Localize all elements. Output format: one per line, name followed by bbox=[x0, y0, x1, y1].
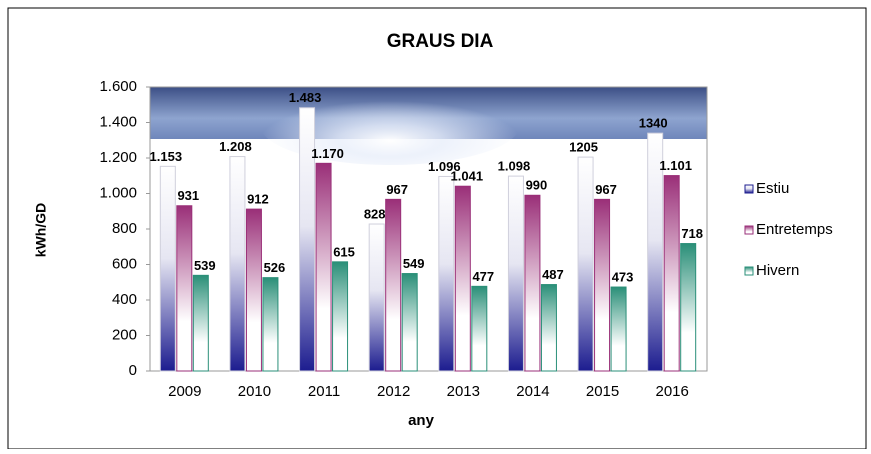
data-label: 1340 bbox=[639, 116, 668, 131]
y-tick-label: 0 bbox=[129, 362, 137, 379]
bar bbox=[386, 199, 401, 371]
bar bbox=[439, 176, 454, 371]
data-label: 931 bbox=[177, 188, 199, 203]
bar bbox=[455, 186, 470, 371]
x-tick-label: 2012 bbox=[377, 383, 410, 400]
x-tick-label: 2014 bbox=[516, 383, 549, 400]
data-label: 912 bbox=[247, 192, 269, 207]
x-tick-label: 2009 bbox=[168, 383, 201, 400]
legend-swatch bbox=[745, 267, 753, 275]
data-label: 967 bbox=[386, 182, 408, 197]
bar bbox=[160, 166, 175, 371]
bar bbox=[193, 275, 208, 371]
bar bbox=[177, 206, 192, 371]
data-label: 1.101 bbox=[659, 158, 692, 173]
data-label: 1.153 bbox=[150, 149, 183, 164]
bar bbox=[681, 244, 696, 371]
y-axis-label: kWh/GD bbox=[33, 203, 49, 257]
x-tick-label: 2016 bbox=[656, 383, 689, 400]
data-label: 1.483 bbox=[289, 90, 322, 105]
bar bbox=[316, 163, 331, 371]
data-label: 828 bbox=[364, 206, 386, 221]
legend-label: Entretemps bbox=[756, 221, 833, 238]
y-tick-label: 1.600 bbox=[99, 78, 137, 95]
data-label: 473 bbox=[612, 269, 634, 284]
bar bbox=[369, 224, 384, 371]
legend-label: Estiu bbox=[756, 180, 789, 197]
legend-label: Hivern bbox=[756, 262, 799, 279]
data-label: 990 bbox=[526, 178, 548, 193]
bar bbox=[578, 157, 593, 371]
data-label: 1.098 bbox=[498, 159, 531, 174]
bar bbox=[611, 287, 626, 371]
y-tick-label: 1.400 bbox=[99, 113, 137, 130]
x-tick-label: 2013 bbox=[447, 383, 480, 400]
y-tick-label: 800 bbox=[112, 220, 137, 237]
chart-title: GRAUS DIA bbox=[387, 31, 494, 52]
legend-swatch bbox=[745, 226, 753, 234]
y-tick-label: 600 bbox=[112, 255, 137, 272]
data-label: 718 bbox=[681, 226, 703, 241]
data-label: 526 bbox=[264, 260, 286, 275]
data-label: 549 bbox=[403, 256, 425, 271]
y-tick-label: 200 bbox=[112, 326, 137, 343]
bar bbox=[525, 195, 540, 371]
chart: GRAUS DIA any kWh/GD 0 200 400 600 800 1.000 1… bbox=[0, 0, 871, 449]
data-label: 1.041 bbox=[451, 169, 484, 184]
y-tick-label: 1.000 bbox=[99, 184, 137, 201]
bar bbox=[595, 199, 610, 371]
x-tick-label: 2011 bbox=[308, 383, 340, 400]
bar bbox=[402, 274, 417, 371]
data-label: 539 bbox=[194, 258, 216, 273]
data-label: 1.208 bbox=[219, 139, 252, 154]
x-tick-label: 2015 bbox=[586, 383, 619, 400]
bar bbox=[246, 209, 261, 371]
data-label: 967 bbox=[595, 182, 617, 197]
bar bbox=[541, 285, 556, 371]
x-tick-label: 2010 bbox=[238, 383, 271, 400]
y-tick-label: 1.200 bbox=[99, 149, 137, 166]
bar bbox=[263, 278, 278, 371]
bar bbox=[230, 157, 245, 371]
bar bbox=[472, 286, 487, 371]
data-label: 1205 bbox=[569, 140, 598, 155]
data-label: 477 bbox=[472, 269, 494, 284]
y-tick-label: 400 bbox=[112, 291, 137, 308]
x-axis-label: any bbox=[408, 412, 435, 429]
data-label: 1.170 bbox=[311, 146, 344, 161]
bar bbox=[664, 176, 679, 371]
data-label: 487 bbox=[542, 267, 564, 282]
bar bbox=[333, 262, 348, 371]
bar bbox=[508, 176, 523, 371]
data-label: 615 bbox=[333, 244, 355, 259]
legend-swatch bbox=[745, 185, 753, 193]
